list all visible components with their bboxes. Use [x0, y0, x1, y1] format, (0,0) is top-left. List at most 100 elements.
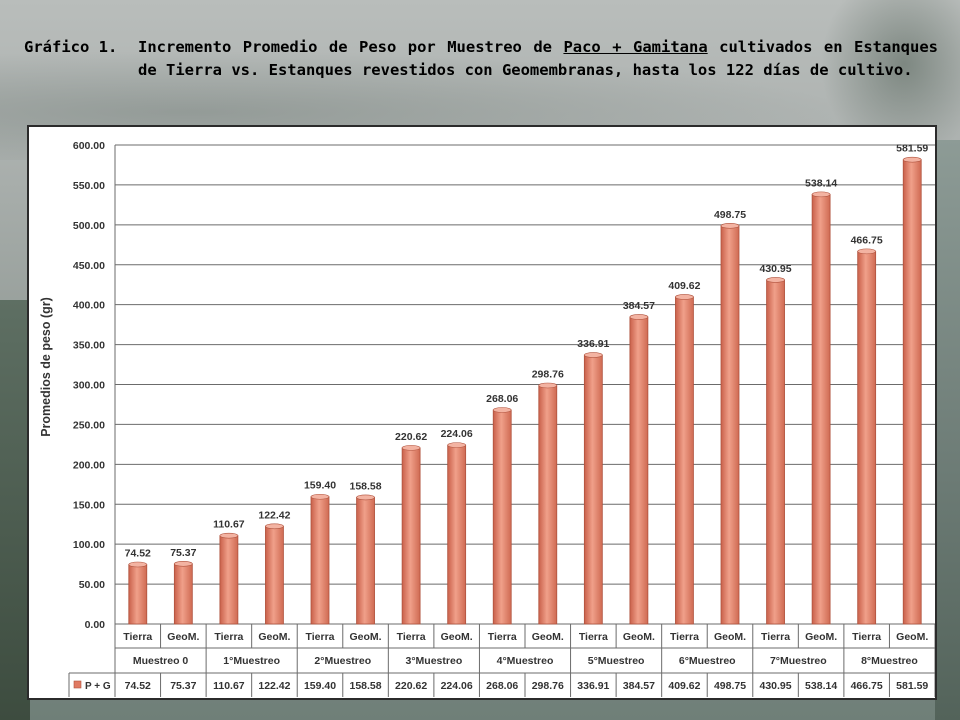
bar-top: [219, 532, 239, 539]
x-category-label: GeoM.: [714, 631, 746, 643]
x-category-label: Tierra: [214, 631, 243, 643]
figure-caption: Incremento Promedio de Peso por Muestreo…: [138, 36, 938, 82]
x-group-label: Muestreo 0: [133, 655, 189, 667]
bar-top: [720, 223, 740, 229]
bar: [857, 250, 877, 625]
table-value-cell: 75.37: [170, 680, 196, 692]
bar-top: [356, 494, 375, 501]
y-tick-label: 250.00: [73, 419, 105, 431]
background-water-right: [935, 140, 960, 720]
x-category-label: Tierra: [761, 631, 790, 643]
y-tick-label: 550.00: [73, 180, 105, 192]
bar-value-label: 159.40: [304, 480, 336, 492]
bar-value-label: 75.37: [170, 547, 196, 559]
x-category-label: GeoM.: [350, 631, 382, 643]
x-category-label: GeoM.: [805, 631, 837, 643]
bar-top: [401, 445, 421, 451]
bar-value-label: 268.06: [486, 393, 518, 405]
x-category-label: GeoM.: [258, 631, 290, 643]
x-category-label: GeoM.: [167, 631, 199, 643]
bar: [447, 444, 467, 625]
bar-value-label: 122.42: [258, 509, 290, 521]
bar-value-label: 466.75: [851, 234, 883, 246]
bar-top: [902, 156, 922, 163]
bar-top: [857, 248, 876, 255]
x-category-label: Tierra: [397, 631, 426, 643]
chart-panel: 0.00 50.00 100.00 150.00 200.00 250.00 300.00 3…: [27, 125, 937, 700]
bar: [173, 563, 193, 625]
bar-top: [811, 191, 831, 198]
figure-label: Gráfico 1.: [24, 38, 118, 56]
y-tick-label: 600.00: [73, 140, 105, 152]
bar: [538, 385, 558, 625]
bar-top: [492, 407, 512, 413]
table-value-cell: 122.42: [258, 680, 290, 692]
y-tick-label: 100.00: [73, 539, 105, 551]
bar-top: [174, 561, 193, 567]
table-value-cell: 336.91: [577, 680, 609, 692]
bar-top: [128, 561, 148, 568]
x-group-label: 1°Muestreo: [223, 655, 280, 667]
x-group-label: 6°Muestreo: [679, 655, 736, 667]
bar-value-label: 220.62: [395, 431, 427, 443]
bar: [720, 225, 740, 625]
bar: [219, 535, 239, 625]
x-category-label: Tierra: [579, 631, 608, 643]
bar: [629, 316, 649, 625]
table-value-cell: 466.75: [851, 680, 883, 692]
bar: [492, 409, 512, 625]
table-value-cell: 74.52: [125, 680, 151, 692]
table-value-cell: 158.58: [349, 680, 381, 692]
table-value-cell: 538.14: [805, 680, 837, 692]
background-vegetation-left: [0, 300, 30, 720]
x-group-label: 3°Muestreo: [406, 655, 463, 667]
x-group-label: 5°Muestreo: [588, 655, 645, 667]
bar: [675, 296, 694, 625]
bar-top: [675, 294, 694, 300]
bar: [265, 525, 284, 625]
bar-value-label: 430.95: [759, 263, 791, 275]
table-value-cell: 268.06: [486, 680, 518, 692]
caption-part-2: cultivados en Estanques de Tierra vs. Es…: [138, 38, 938, 79]
bar: [902, 159, 922, 625]
bar-top: [629, 314, 649, 320]
x-group-label: 7°Muestreo: [770, 655, 827, 667]
x-category-label: GeoM.: [532, 631, 564, 643]
y-axis-label: Promedios de peso (gr): [39, 297, 53, 437]
y-tick-label: 0.00: [85, 619, 106, 631]
y-tick-label: 400.00: [73, 300, 105, 312]
table-value-cell: 581.59: [896, 680, 928, 692]
legend-series-name: P + G: [85, 681, 111, 692]
bar-value-label: 498.75: [714, 209, 746, 221]
table-value-cell: 409.62: [668, 680, 700, 692]
y-tick-label: 350.00: [73, 340, 105, 352]
bar-top: [265, 523, 284, 530]
bar-value-label: 74.52: [125, 548, 151, 560]
y-tick-label: 300.00: [73, 380, 105, 392]
bar-value-label: 409.62: [668, 280, 700, 292]
x-group-label: 4°Muestreo: [497, 655, 554, 667]
x-category-label: Tierra: [488, 631, 517, 643]
y-tick-label: 150.00: [73, 499, 105, 511]
bar: [766, 279, 785, 625]
bar: [310, 496, 330, 625]
bar: [401, 447, 421, 625]
table-value-cell: 224.06: [441, 680, 473, 692]
bar-top: [447, 442, 466, 448]
x-category-label: Tierra: [123, 631, 152, 643]
bar-top: [584, 352, 603, 358]
bar-value-label: 298.76: [532, 368, 564, 380]
table-value-cell: 430.95: [759, 680, 791, 692]
y-tick-label: 50.00: [79, 579, 105, 591]
bar-top: [310, 493, 330, 500]
bar-chart: 0.00 50.00 100.00 150.00 200.00 250.00 300.00 3…: [39, 140, 935, 697]
x-group-label: 8°Muestreo: [861, 655, 918, 667]
bar: [128, 564, 148, 625]
x-category-label: Tierra: [670, 631, 699, 643]
caption-part-1: Incremento Promedio de Peso por Muestreo…: [138, 38, 564, 56]
bar-top: [538, 382, 558, 389]
bar-value-label: 224.06: [441, 428, 473, 440]
bar-value-label: 110.67: [213, 519, 245, 531]
table-value-cell: 498.75: [714, 680, 746, 692]
y-tick-label: 500.00: [73, 220, 105, 232]
